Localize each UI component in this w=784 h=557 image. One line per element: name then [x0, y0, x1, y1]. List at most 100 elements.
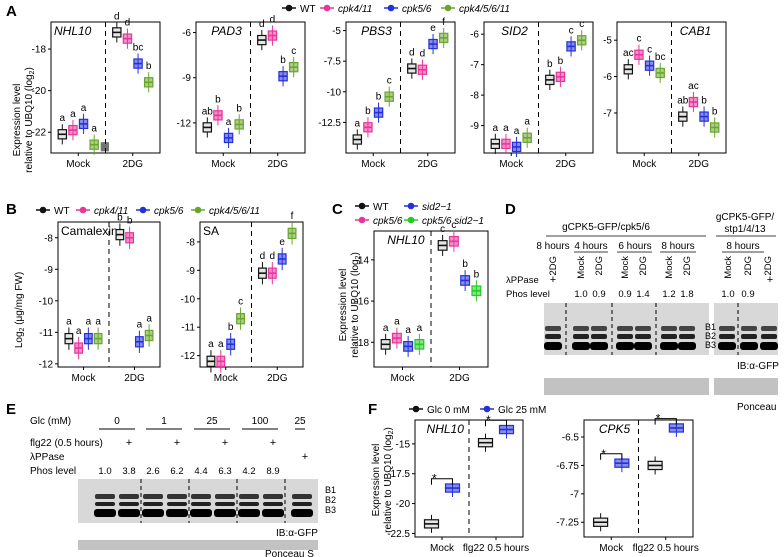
d-time-3: 8 hours: [661, 241, 694, 252]
sig-letter: c: [647, 45, 652, 56]
e-phos-value: 4.4: [194, 466, 207, 477]
box-0-1: c: [634, 34, 644, 65]
d-phos-value: 0.9: [592, 289, 605, 300]
y-tick-label: -6.5: [562, 433, 580, 444]
band-b1: [119, 494, 139, 499]
box-0-3: c: [236, 297, 246, 330]
band-b2: [119, 502, 139, 506]
band-b1: [239, 494, 259, 499]
legend-c-item: sid2−1: [404, 202, 452, 213]
box: [100, 142, 109, 152]
sig-letter: d: [125, 18, 131, 29]
y-tick-label: -10: [39, 296, 54, 307]
sig-letter: b: [712, 106, 718, 117]
x-tick-label: 2DG: [124, 373, 145, 384]
legend-marker: [139, 206, 147, 214]
sig-star: *: [656, 412, 661, 426]
e-glc-value: 100: [252, 416, 269, 427]
sig-letter: a: [86, 316, 92, 327]
sig-letter: b: [236, 103, 242, 114]
legend-marker: [358, 202, 366, 210]
band-b3: [238, 509, 260, 517]
e-phos-value: 1.0: [98, 466, 111, 477]
d-band-label: B3: [705, 340, 716, 350]
x-tick-label: Mock: [632, 159, 657, 170]
e-flg-plus: +: [222, 437, 228, 449]
d-band-label: B2: [705, 331, 716, 341]
box-0-2: a: [223, 117, 234, 149]
legend-marker: [285, 4, 293, 12]
x-tick-label: Mock: [66, 159, 91, 170]
box-1-1: d: [267, 14, 278, 46]
sig-letter: ac: [623, 48, 634, 59]
sig-letter: b: [228, 322, 234, 333]
band-b2: [263, 502, 283, 506]
box-1-2: b: [278, 55, 288, 87]
sig-letter: a: [66, 316, 72, 327]
y-tick-label: -6: [182, 28, 191, 39]
box-0-0: ac: [623, 48, 634, 80]
e-phos-row: Phos level: [30, 466, 76, 477]
band-b1: [661, 326, 677, 331]
y-tick-label: -12: [181, 351, 196, 362]
box-0-0: a: [64, 316, 74, 350]
box-1-3: f: [287, 211, 297, 245]
band-b1: [741, 326, 757, 331]
x-tick-label: 2DG: [417, 159, 438, 170]
box-1-3: f: [438, 17, 449, 49]
sig-letter: a: [91, 124, 97, 135]
e-column-labels: 0 1 25 100 25 + + + + +1.0 3.8 2.6 6.2 4.4 6.3 4.2 8.9: [98, 416, 308, 477]
band-b1: [143, 494, 163, 499]
box-0-2: b: [226, 322, 236, 356]
legend-marker: [194, 206, 202, 214]
x-tick-label: Mock: [211, 159, 236, 170]
legend-c-item: WT: [355, 202, 389, 213]
sig-letter: a: [383, 323, 389, 334]
e-glc-row: Glc (mM): [30, 416, 71, 427]
box-1-3: c: [288, 46, 299, 78]
band-b1: [167, 494, 187, 499]
sig-letter: d: [259, 19, 265, 30]
legend-label: Glc 25 mM: [498, 405, 546, 416]
band-b3: [572, 342, 590, 350]
box-0-2: b: [373, 92, 384, 123]
box-0-0: a: [57, 113, 68, 145]
box-1-1: b: [125, 216, 135, 249]
legend-label: cpk4/5/6/11: [209, 206, 260, 217]
legend-a-item: cpk5/6: [384, 4, 432, 15]
x-tick-label: 2DG: [267, 159, 288, 170]
d-lane-label: Mock: [664, 256, 675, 279]
band-b2: [591, 334, 607, 339]
band-b2: [95, 502, 115, 506]
legend-a-item: cpk4/5/6/11: [441, 4, 510, 15]
box-1-0: [647, 456, 663, 475]
sig-star: *: [601, 447, 606, 461]
box-0-1: a: [501, 123, 511, 154]
band-b1: [719, 326, 735, 331]
box-0-3: b: [234, 103, 244, 135]
legend-b-item: WT: [36, 206, 70, 217]
d-phos-value: 1.2: [662, 289, 675, 300]
box-1-0: d: [407, 47, 417, 79]
d-lane-label: Mock: [620, 256, 631, 279]
legend-b-item: cpk4/5/6/11: [191, 206, 260, 217]
box-0-3: a: [89, 124, 99, 155]
chart-title: NHL10: [427, 422, 465, 436]
sig-letter: c: [291, 46, 296, 57]
band-b2: [215, 502, 235, 506]
band-b3: [590, 342, 608, 350]
band-b3: [544, 342, 562, 350]
box-1-2: b: [460, 259, 471, 291]
y-tick-label: -22.5: [387, 529, 410, 540]
sig-letter: c: [238, 297, 243, 308]
d-phos-row: Phos level: [506, 289, 550, 300]
box-1-0: d: [257, 19, 267, 51]
box-1-3: b: [709, 106, 720, 138]
chart-title: PAD3: [211, 24, 242, 38]
x-tick-label: Mock: [391, 373, 416, 384]
e-lambda-plus: +: [302, 451, 308, 463]
e-lambda-row: λPPase: [30, 452, 65, 463]
legend-a-item: cpk4/11: [320, 4, 372, 15]
legend-label: cpk4/11: [338, 4, 372, 15]
y-tick-label: -17.5: [387, 469, 410, 480]
